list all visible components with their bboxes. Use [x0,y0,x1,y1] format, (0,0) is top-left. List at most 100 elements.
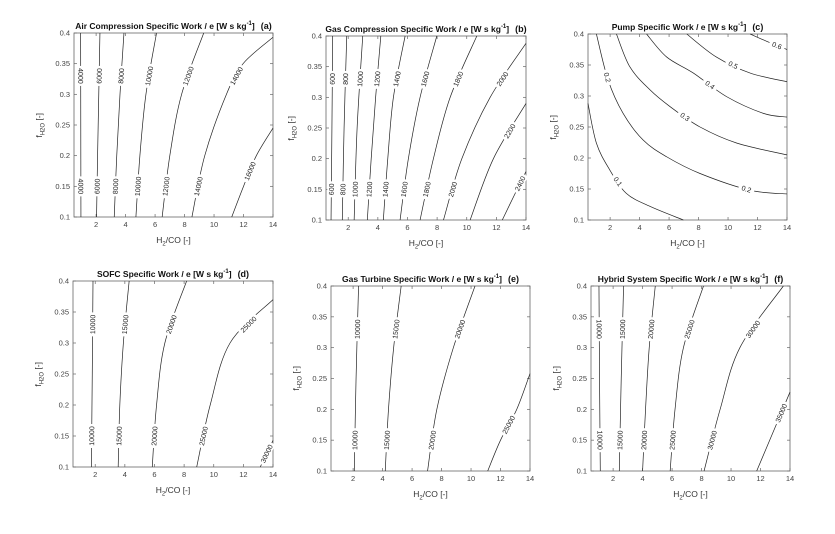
contour-label: 1800 [450,68,466,90]
contour-line-0.3 [616,33,788,156]
contour-label-gap [92,176,102,197]
title-end: ] [743,22,747,32]
contour-label-text: 0.6 [771,41,783,51]
contour-label-gap [737,182,756,196]
y-tick-label: 0.4 [574,30,584,39]
contour-line-25000 [487,373,531,472]
contour-label-text: 25000 [240,316,259,335]
y-tick-label: 0.3 [312,93,322,102]
ylabel-end: [-] [550,366,561,376]
x-axis-label: H2/CO [-] [326,238,526,251]
contour-label-gap [143,63,156,89]
y-tick-label: 0.35 [572,312,587,321]
contour-label-text: 12000 [162,176,171,196]
x-tick-label: 4 [641,474,645,483]
contour-label: 15000 [114,423,124,449]
ylabel-subscript: H2O [554,124,561,137]
contour-label-text: 20000 [166,314,179,335]
chart-title-text: SOFC Specific Work / e [W s kg-1] [97,269,232,279]
contour-label-text: 15000 [384,430,392,450]
contour-label: 20000 [639,427,649,453]
contour-label: 8000 [111,176,121,197]
y-tick-label: 0.25 [569,123,584,132]
contour-label-gap [615,428,625,453]
contour-label-text: 4000 [76,179,83,195]
contour-label: 0.6 [768,38,786,53]
x-tick-label: 10 [724,223,732,232]
contour-label-gap [426,427,438,453]
contour-label-gap [350,179,360,200]
x-tick-label: 8 [182,220,186,229]
contour-line-1400 [382,35,406,221]
ylabel-main: f [290,388,301,391]
x-tick-label: 2 [93,470,97,479]
y-tick-label: 0.1 [59,463,69,472]
contour-label-gap [595,428,605,453]
contour-label-gap [452,316,468,342]
contour-label: 1200 [364,179,374,200]
x-tick-label: 8 [435,223,439,232]
contour-line-12000 [161,32,205,218]
contour-label: 30000 [257,441,276,467]
contour-label-gap [353,317,362,342]
x-tick-label: 2 [351,474,355,483]
chart-title-text: Pump Specific Work / e [W s kg-1] [612,22,747,32]
y-tick-label: 0.3 [59,339,69,348]
y-tick-label: 0.1 [574,216,584,225]
xlabel-end: /CO [-] [679,238,705,248]
x-tick-label: 14 [269,220,277,229]
y-axis-label: fH2O [-] [550,366,563,391]
ylabel-subscript: H2O [297,375,304,389]
contour-label: 12000 [180,63,197,89]
contour-label-text: 4000 [76,68,83,84]
contour-label-text: 1200 [374,71,382,87]
contour-label: 600 [327,181,336,198]
contour-label: 20000 [645,316,657,342]
y-axis-label: fH2O [-] [33,113,46,138]
contour-label-text: 20000 [648,319,657,339]
contour-label-gap [133,174,143,199]
contour-label-text: 25000 [199,426,210,447]
y-tick-label: 0.3 [60,90,70,99]
y-tick-label: 0.15 [55,182,70,191]
contour-label-text: 10000 [89,426,96,446]
contour-label-text: 30000 [745,320,762,340]
contour-label-gap [493,68,512,90]
contour-label-gap [701,76,719,93]
xlabel-end: /CO [-] [682,489,708,499]
contour-label-gap [450,68,466,90]
contour-label-gap [418,68,432,90]
y-tick-label: 0.25 [312,374,327,383]
title-main: Gas Turbine Specific Work / e [W s kg [342,274,494,284]
contour-label-text: 8000 [113,178,121,194]
contour-label-gap [328,70,337,87]
title-end: ] [228,269,232,279]
contour-label-gap [227,63,246,89]
contour-label-text: 8000 [118,68,126,84]
contour-label: 10000 [595,428,605,453]
title-main: Pump Specific Work / e [W s kg [611,22,739,32]
contour-label: 1000 [350,179,360,200]
contour-label: 10000 [88,312,97,337]
contour-label-text: 1400 [382,181,390,197]
x-tick-label: 4 [123,470,127,479]
contour-label-gap [445,178,460,201]
contour-label-text: 2400 [514,175,527,192]
contour-label: 800 [338,181,348,198]
title-end: ] [251,21,255,31]
axes-box [325,35,527,221]
contour-line-25000 [196,299,274,468]
title-main: SOFC Specific Work / e [W s kg [96,269,224,279]
x-tick-label: 4 [638,223,642,232]
contour-label: 20000 [426,427,438,453]
contour-label-gap [116,65,126,87]
xlabel-subscript: 2 [676,244,680,251]
contour-label-text: 35000 [775,403,789,424]
contour-label-gap [382,427,392,453]
